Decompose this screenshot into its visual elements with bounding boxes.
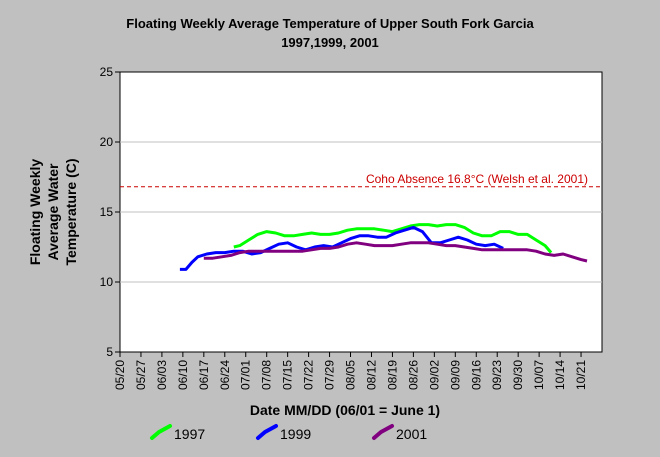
x-tick-label: 09/23 [490, 360, 504, 390]
legend-label-1997: 1997 [174, 426, 205, 442]
legend-swatch-1999 [256, 424, 278, 440]
y-tick-label: 5 [106, 345, 113, 359]
y-axis-ticks: 5 10 15 20 25 [100, 65, 120, 359]
legend-swatch-1997 [150, 424, 172, 440]
legend-item-1997: 1997 [150, 424, 205, 442]
x-tick-label: 10/14 [553, 360, 567, 390]
legend-label-2001: 2001 [396, 426, 427, 442]
x-tick-label: 07/15 [281, 360, 295, 390]
x-tick-label: 06/03 [155, 360, 169, 390]
x-tick-label: 07/22 [302, 360, 316, 390]
y-tick-label: 15 [100, 205, 114, 219]
series-layer [179, 223, 588, 271]
x-tick-label: 10/07 [532, 360, 546, 390]
legend-label-1999: 1999 [280, 426, 311, 442]
x-tick-label: 08/05 [344, 360, 358, 390]
x-tick-label: 06/10 [176, 360, 190, 390]
x-tick-label: 07/29 [323, 360, 337, 390]
y-axis-title-line-1: Floating Weekly [27, 159, 43, 266]
chart-title: Floating Weekly Average Temperature of U… [126, 16, 534, 31]
x-tick-label: 06/17 [197, 360, 211, 390]
x-tick-label: 09/09 [448, 360, 462, 390]
x-tick-label: 08/19 [385, 360, 399, 390]
x-tick-label: 05/27 [134, 360, 148, 390]
x-tick-label: 09/16 [469, 360, 483, 390]
legend-item-2001: 2001 [372, 424, 427, 442]
series-2001-line [203, 241, 588, 263]
legend-swatch-2001 [372, 424, 394, 440]
x-tick-label: 08/26 [406, 360, 420, 390]
x-tick-label: 07/08 [260, 360, 274, 390]
y-axis-title: Floating Weekly Average Water Temperatur… [27, 158, 79, 265]
y-tick-label: 25 [100, 65, 114, 79]
legend: 1997 1999 2001 [150, 424, 427, 442]
x-axis-ticks: 05/20 05/27 06/03 06/10 06/17 06/24 07/01 07/08… [113, 352, 588, 390]
x-tick-label: 09/30 [511, 360, 525, 390]
chart-subtitle: 1997,1999, 2001 [281, 35, 379, 50]
gridlines [120, 141, 602, 283]
legend-item-1999: 1999 [256, 424, 311, 442]
x-tick-label: 05/20 [113, 360, 127, 390]
x-tick-label: 10/21 [574, 360, 588, 390]
series-1999-line [179, 225, 504, 271]
x-tick-label: 07/01 [239, 360, 253, 390]
series-1997-line [233, 223, 553, 254]
coho-absence-label: Coho Absence 16.8°C (Welsh et al. 2001) [366, 172, 588, 186]
x-tick-label: 06/24 [218, 360, 232, 390]
y-axis-title-line-3: Temperature (C) [63, 158, 79, 265]
x-tick-label: 09/02 [427, 360, 441, 390]
y-tick-label: 10 [100, 275, 114, 289]
y-tick-label: 20 [100, 135, 114, 149]
x-axis-title: Date MM/DD (06/01 = June 1) [250, 402, 440, 418]
y-axis-title-line-2: Average Water [45, 163, 61, 261]
x-tick-label: 08/12 [364, 360, 378, 390]
